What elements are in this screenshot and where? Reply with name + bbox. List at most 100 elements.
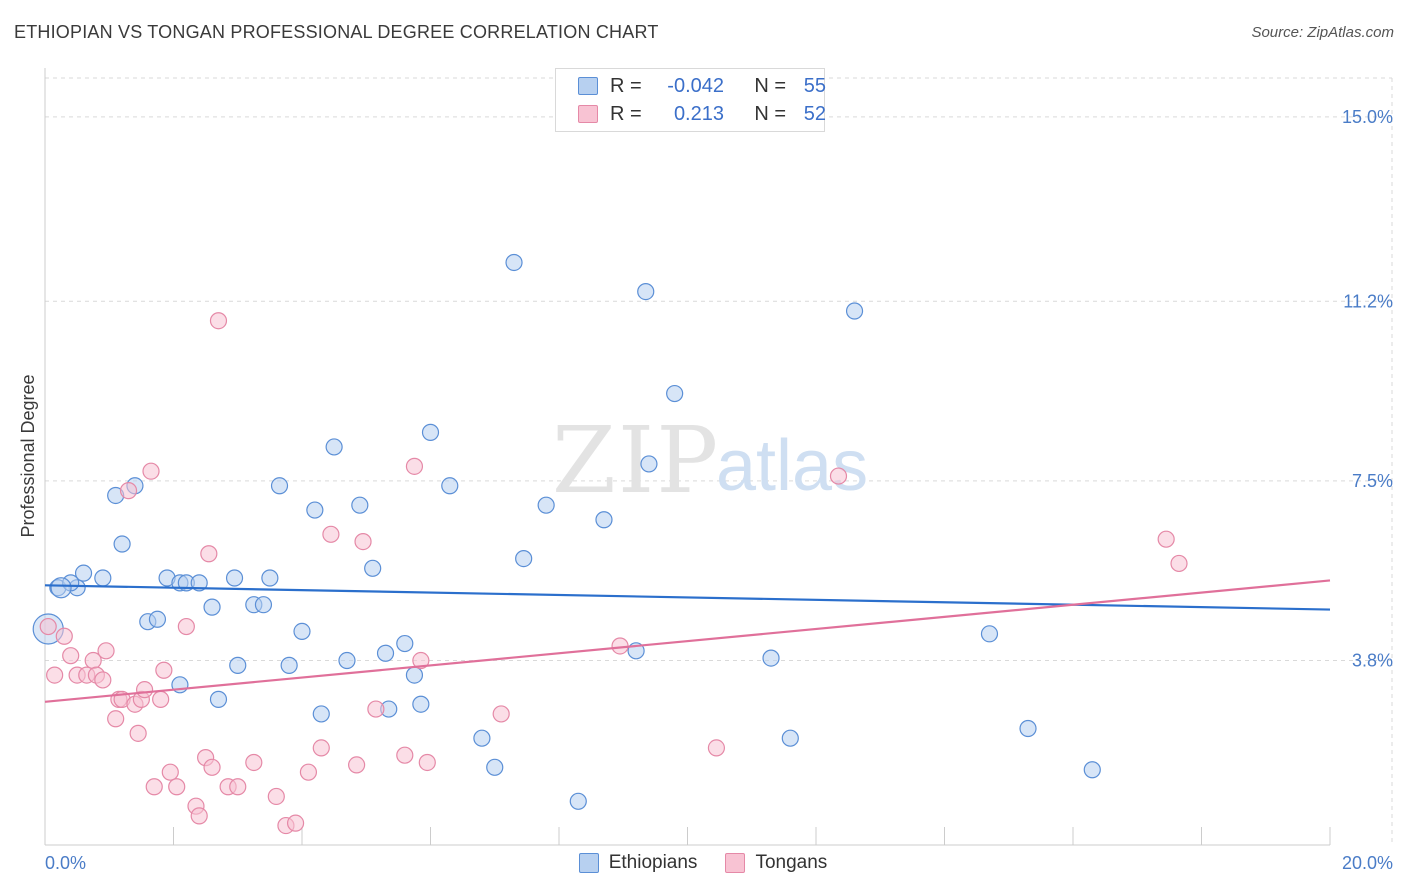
tongans-point[interactable] bbox=[129, 724, 147, 742]
ethiopians-point[interactable] bbox=[405, 666, 424, 684]
tongans-point[interactable] bbox=[135, 681, 154, 699]
legend-n-value: 55 bbox=[803, 74, 826, 97]
tongans-point[interactable] bbox=[412, 651, 430, 670]
tongans-point[interactable] bbox=[62, 647, 80, 665]
ethiopians-trend-line bbox=[44, 584, 1331, 611]
legend-label-tongans: Tongans bbox=[755, 852, 828, 873]
chart-title: ETHIOPIAN VS TONGAN PROFESSIONAL DEGREE … bbox=[14, 22, 659, 42]
ethiopians-point[interactable] bbox=[762, 649, 780, 667]
tongans-point[interactable] bbox=[354, 532, 372, 551]
y-tick-label: 7.5% bbox=[1352, 471, 1393, 491]
legend-row-ethiopians: R = -0.042 N = 55 bbox=[578, 75, 826, 97]
tongans-point[interactable] bbox=[97, 642, 115, 660]
ethiopians-point[interactable] bbox=[209, 690, 228, 708]
ethiopians-point[interactable] bbox=[412, 695, 430, 713]
tongans-point[interactable] bbox=[418, 753, 436, 772]
ethiopians-point[interactable] bbox=[254, 596, 273, 614]
ethiopians-point[interactable] bbox=[640, 455, 658, 473]
tongans-point[interactable] bbox=[142, 462, 160, 480]
tongans-point[interactable] bbox=[707, 739, 726, 757]
ethiopians-point[interactable] bbox=[280, 656, 298, 674]
legend-item-ethiopians[interactable]: Ethiopians bbox=[578, 852, 697, 874]
ethiopians-point[interactable] bbox=[148, 610, 167, 628]
ethiopians-point[interactable] bbox=[595, 511, 613, 529]
ethiopians-point[interactable] bbox=[980, 625, 999, 643]
ethiopians-point[interactable] bbox=[505, 253, 523, 272]
ethiopians-point[interactable] bbox=[338, 651, 356, 670]
tongans-point[interactable] bbox=[209, 312, 228, 330]
ethiopians-point[interactable] bbox=[1019, 719, 1037, 738]
tongans-point[interactable] bbox=[312, 739, 330, 757]
ethiopians-point[interactable] bbox=[364, 559, 382, 577]
tongans-point[interactable] bbox=[161, 763, 179, 781]
tongans-point[interactable] bbox=[46, 666, 64, 684]
tongans-point[interactable] bbox=[168, 778, 186, 796]
tongans-point[interactable] bbox=[152, 690, 170, 708]
ethiopians-point[interactable] bbox=[537, 496, 555, 514]
tongans-point[interactable] bbox=[245, 753, 263, 772]
correlation-legend: R = -0.042 N = 55 R = 0.213 N = 52 bbox=[555, 68, 826, 132]
tongans-point[interactable] bbox=[492, 705, 510, 723]
ethiopians-point[interactable] bbox=[637, 282, 655, 301]
legend-n-value: 52 bbox=[803, 102, 826, 125]
ethiopians-point[interactable] bbox=[229, 656, 247, 674]
tongans-point[interactable] bbox=[367, 700, 385, 718]
watermark: ZIP atlas bbox=[552, 407, 868, 514]
ethiopians-point[interactable] bbox=[270, 477, 289, 495]
tongans-point[interactable] bbox=[829, 467, 848, 485]
ethiopians-point[interactable] bbox=[1083, 761, 1101, 779]
tongans-point[interactable] bbox=[286, 814, 305, 832]
ethiopians-point[interactable] bbox=[325, 438, 343, 456]
tongans-point[interactable] bbox=[190, 807, 208, 825]
ethiopians-point[interactable] bbox=[845, 302, 864, 320]
ethiopians-point[interactable] bbox=[113, 535, 131, 553]
legend-item-tongans[interactable]: Tongans bbox=[725, 852, 827, 874]
ethiopians-point[interactable] bbox=[515, 549, 533, 568]
tongans-point[interactable] bbox=[396, 746, 414, 764]
ethiopians-point[interactable] bbox=[74, 564, 93, 582]
tongans-point[interactable] bbox=[299, 763, 318, 781]
tongans-point[interactable] bbox=[55, 627, 73, 645]
ethiopians-point[interactable] bbox=[203, 598, 221, 616]
tongans-point[interactable] bbox=[1170, 554, 1188, 573]
ethiopians-point[interactable] bbox=[376, 644, 395, 662]
ethiopians-point[interactable] bbox=[190, 574, 208, 592]
tongans-point[interactable] bbox=[155, 661, 173, 679]
tongans-point[interactable] bbox=[200, 545, 218, 563]
ethiopians-point[interactable] bbox=[781, 729, 799, 747]
ethiopian-points bbox=[32, 253, 1101, 810]
tongans-point[interactable] bbox=[94, 671, 112, 689]
ethiopians-cluster-point[interactable] bbox=[50, 577, 72, 599]
ethiopians-point[interactable] bbox=[396, 634, 414, 653]
ethiopians-point[interactable] bbox=[421, 423, 440, 441]
tongans-point[interactable] bbox=[1157, 530, 1175, 548]
tongans-trend-line bbox=[44, 579, 1331, 703]
tongans-point[interactable] bbox=[229, 778, 247, 796]
tongans-point[interactable] bbox=[145, 778, 163, 796]
watermark-atlas: atlas bbox=[716, 426, 868, 506]
tongans-point[interactable] bbox=[39, 617, 57, 636]
ethiopians-point[interactable] bbox=[312, 705, 330, 723]
tongans-point[interactable] bbox=[348, 756, 366, 774]
tongans-point[interactable] bbox=[177, 617, 195, 636]
tongans-point[interactable] bbox=[107, 710, 125, 728]
ethiopians-point[interactable] bbox=[473, 729, 491, 747]
ethiopians-point[interactable] bbox=[293, 622, 311, 641]
tongans-point[interactable] bbox=[267, 787, 285, 806]
ethiopians-point[interactable] bbox=[351, 496, 369, 514]
legend-r-value: -0.042 bbox=[667, 74, 724, 97]
ethiopians-point[interactable] bbox=[441, 477, 459, 495]
tongans-point[interactable] bbox=[322, 525, 340, 543]
axes bbox=[44, 68, 1331, 846]
ethiopians-point[interactable] bbox=[261, 569, 279, 587]
ethiopians-point[interactable] bbox=[306, 501, 324, 519]
ethiopians-point[interactable] bbox=[94, 569, 112, 587]
y-axis-label: Professional Degree bbox=[18, 374, 38, 537]
ethiopians-point[interactable] bbox=[666, 384, 684, 403]
tongans-point[interactable] bbox=[203, 758, 221, 776]
tongans-point[interactable] bbox=[405, 457, 424, 475]
ethiopians-point[interactable] bbox=[486, 758, 504, 776]
tongans-point[interactable] bbox=[119, 482, 138, 500]
ethiopians-point[interactable] bbox=[569, 792, 587, 810]
ethiopians-point[interactable] bbox=[225, 569, 244, 587]
